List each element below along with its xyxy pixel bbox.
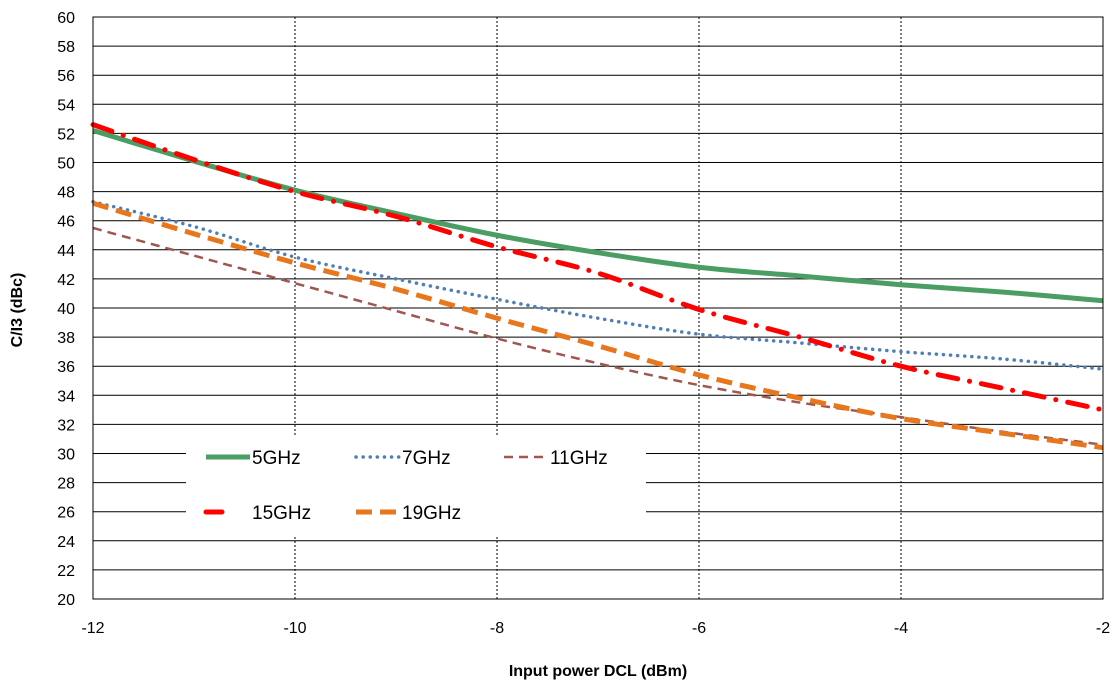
x-tick-label: -2 — [1096, 620, 1110, 637]
y-tick-label: 54 — [57, 97, 75, 114]
legend-label: 5GHz — [252, 448, 301, 469]
y-tick-label: 40 — [57, 301, 75, 318]
y-tick-label: 34 — [57, 388, 75, 405]
y-axis-title: C/I3 (dBc) — [9, 273, 26, 348]
x-axis-title: Input power DCL (dBm) — [509, 663, 687, 680]
legend-label: 15GHz — [252, 503, 311, 524]
y-tick-label: 46 — [57, 214, 75, 231]
x-tick-label: -6 — [692, 620, 706, 637]
y-tick-label: 58 — [57, 39, 75, 56]
y-tick-label: 26 — [57, 505, 75, 522]
x-tick-labels: -12 -10 -8 -6 -4 -2 — [81, 620, 1110, 637]
x-tick-label: -8 — [490, 620, 504, 637]
legend-background — [186, 436, 646, 536]
legend-label: 11GHz — [550, 448, 608, 469]
y-tick-label: 28 — [57, 476, 75, 493]
y-tick-label: 44 — [57, 243, 75, 260]
legend: 5GHz 7GHz 11GHz 15GHz 19GHz — [186, 436, 646, 536]
y-tick-label: 50 — [57, 156, 75, 173]
series-line-19GHz — [92, 200, 1104, 451]
y-tick-label: 24 — [57, 534, 75, 551]
y-tick-label: 20 — [57, 592, 75, 609]
legend-label: 19GHz — [402, 503, 461, 524]
legend-label: 7GHz — [402, 448, 451, 469]
y-tick-label: 56 — [57, 68, 75, 85]
y-tick-labels: 20 22 24 26 28 30 32 34 36 38 40 42 44 46 48 50 52 54 56 58… — [57, 10, 75, 609]
series-line-11GHz — [92, 226, 1104, 447]
series-line-5GHz — [92, 128, 1104, 304]
x-tick-label: -12 — [81, 620, 104, 637]
y-tick-label: 36 — [57, 359, 75, 376]
x-tick-label: -10 — [283, 620, 306, 637]
y-tick-label: 30 — [57, 447, 75, 464]
y-tick-label: 42 — [57, 272, 75, 289]
y-tick-label: 60 — [57, 10, 75, 27]
series-line-15GHz — [90, 122, 1106, 413]
x-tick-label: -4 — [894, 620, 908, 637]
plot-area-border — [92, 16, 1104, 600]
series-lines — [90, 122, 1106, 451]
series-line-7GHz — [91, 200, 1105, 371]
y-tick-label: 52 — [57, 126, 75, 143]
y-tick-label: 32 — [57, 417, 75, 434]
y-tick-label: 38 — [57, 330, 75, 347]
y-tick-label: 22 — [57, 563, 75, 580]
y-tick-label: 48 — [57, 185, 75, 202]
